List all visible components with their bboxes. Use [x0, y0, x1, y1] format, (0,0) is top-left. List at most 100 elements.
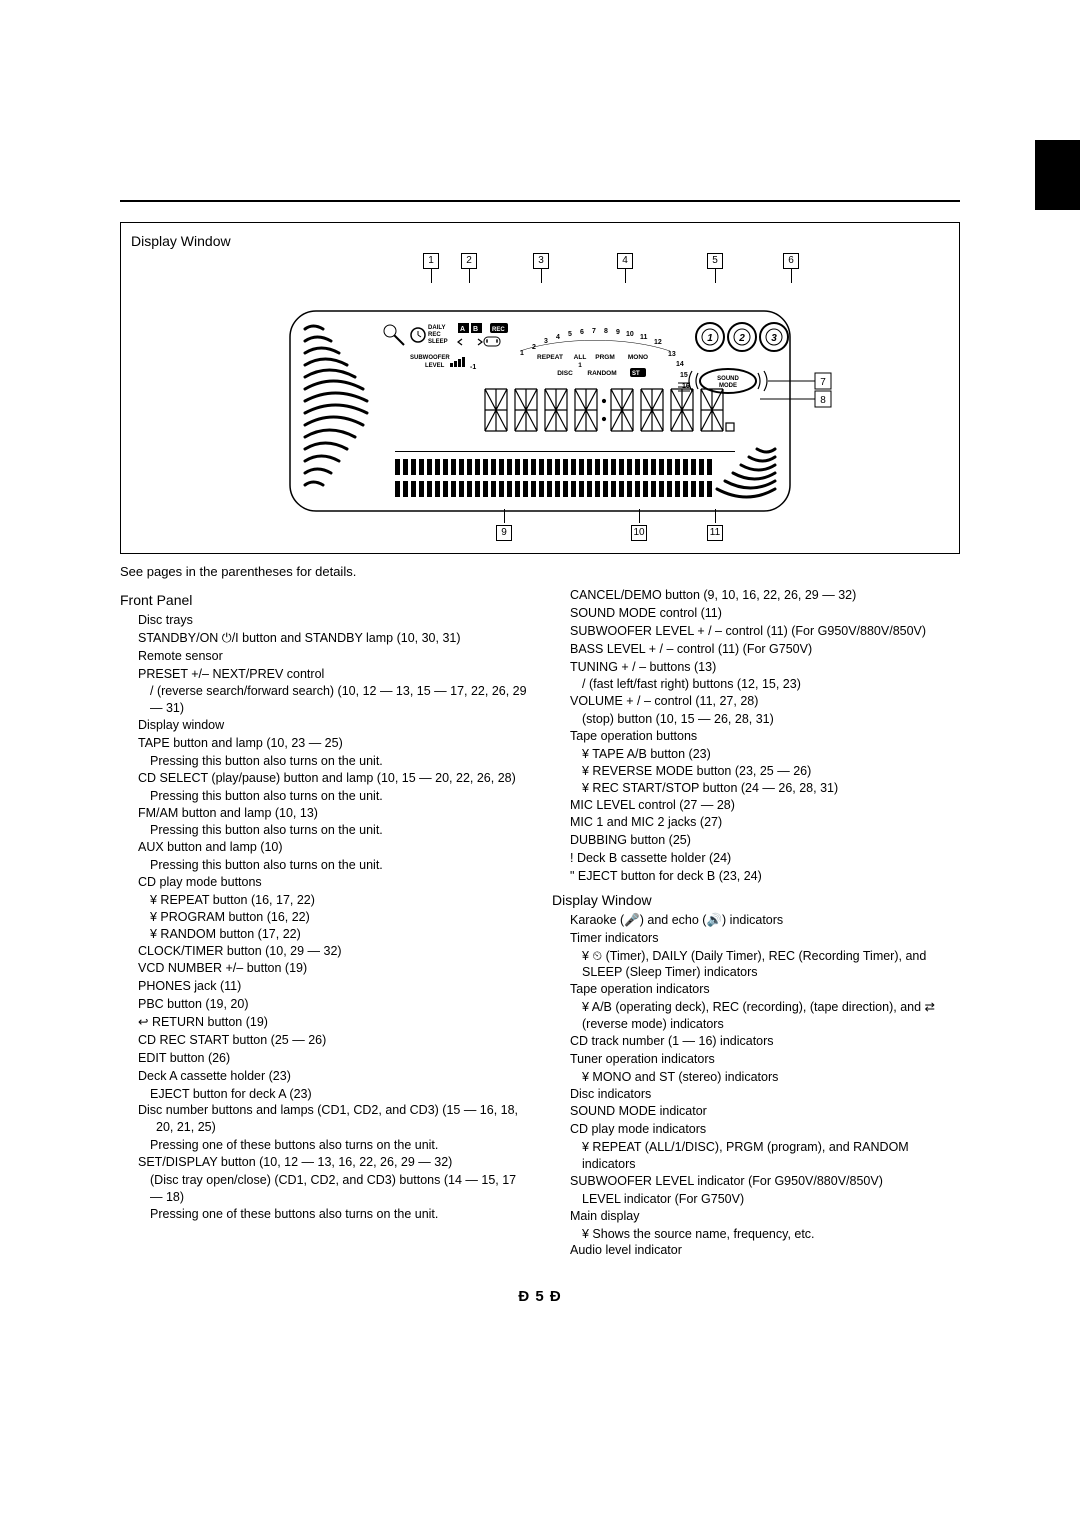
front-panel-item-17: ¥ RANDOM button (17, 22): [150, 926, 528, 943]
display-window-item-3: Tape operation indicators: [570, 981, 960, 998]
svg-text:4: 4: [556, 334, 560, 341]
svg-text:REC: REC: [428, 332, 441, 338]
svg-text:3: 3: [544, 338, 548, 345]
front-panel-item-31: Pressing one of these buttons also turns…: [150, 1206, 528, 1223]
right-column: CANCEL/DEMO button (9, 10, 16, 22, 26, 2…: [552, 587, 960, 1260]
front-panel-item-22: ↩ RETURN button (19): [138, 1014, 528, 1031]
right-col-item-16: " EJECT button for deck B (23, 24): [570, 868, 960, 885]
display-window-head: Display Window: [552, 891, 960, 910]
svg-text:A: A: [460, 326, 465, 333]
right-col-item-8: Tape operation buttons: [570, 728, 960, 745]
display-window-item-10: CD play mode indicators: [570, 1121, 960, 1138]
svg-text:8: 8: [820, 395, 826, 406]
svg-text:7: 7: [592, 328, 596, 335]
front-panel-item-6: TAPE button and lamp (10, 23 — 25): [138, 735, 528, 752]
bottom-callouts: 91011: [271, 521, 949, 547]
display-window-item-7: ¥ MONO and ST (stereo) indicators: [582, 1069, 960, 1086]
front-panel-item-7: Pressing this button also turns on the u…: [150, 753, 528, 770]
display-window-item-1: Timer indicators: [570, 930, 960, 947]
front-panel-item-14: CD play mode buttons: [138, 874, 528, 891]
svg-text:ST: ST: [632, 371, 640, 377]
manual-page: Display Window 123456: [0, 0, 1080, 1345]
top-callouts: 123456: [271, 253, 949, 281]
display-window-title: Display Window: [131, 233, 949, 249]
front-panel-item-11: Pressing this button also turns on the u…: [150, 822, 528, 839]
svg-text:2: 2: [532, 344, 536, 351]
svg-text:RANDOM: RANDOM: [587, 370, 616, 377]
callout-6: 6: [783, 253, 799, 269]
right-col-item-6: VOLUME + / – control (11, 27, 28): [570, 693, 960, 710]
right-col-item-1: SOUND MODE control (11): [570, 605, 960, 622]
display-window-item-13: LEVEL indicator (For G750V): [582, 1191, 960, 1208]
callout-11: 11: [707, 525, 723, 541]
right-col-item-5: / (fast left/fast right) buttons (12, 15…: [582, 676, 960, 693]
front-panel-item-3: PRESET +/– NEXT/PREV control: [138, 666, 528, 683]
display-panel-illustration: DAILY REC SLEEP SUBWOOFER LEVEL A B REC: [220, 281, 860, 521]
right-col-item-7: (stop) button (10, 15 — 26, 28, 31): [582, 711, 960, 728]
svg-text:10: 10: [626, 331, 634, 338]
front-panel-item-29: SET/DISPLAY button (10, 12 — 13, 16, 22,…: [138, 1154, 528, 1171]
callout-10: 10: [631, 525, 647, 541]
display-window-item-11: ¥ REPEAT (ALL/1/DISC), PRGM (program), a…: [582, 1139, 960, 1173]
front-panel-item-30: (Disc tray open/close) (CD1, CD2, and CD…: [150, 1172, 528, 1206]
description-columns: Front Panel Disc traysSTANDBY/ON ⏻/I but…: [120, 587, 960, 1260]
svg-text:15: 15: [680, 372, 688, 379]
front-panel-item-18: CLOCK/TIMER button (10, 29 — 32): [138, 943, 528, 960]
svg-text:5: 5: [568, 331, 572, 338]
svg-text:DISC: DISC: [557, 370, 573, 377]
left-column: Front Panel Disc traysSTANDBY/ON ⏻/I but…: [120, 587, 528, 1260]
svg-text:REPEAT: REPEAT: [537, 354, 563, 361]
front-panel-item-25: Deck A cassette holder (23): [138, 1068, 528, 1085]
right-col-item-2: SUBWOOFER LEVEL + / – control (11) (For …: [570, 623, 960, 640]
front-panel-item-12: AUX button and lamp (10): [138, 839, 528, 856]
svg-text:REC: REC: [492, 327, 505, 333]
right-col-item-9: ¥ TAPE A/B button (23): [582, 746, 960, 763]
front-panel-item-8: CD SELECT (play/pause) button and lamp (…: [138, 770, 528, 787]
right-col-item-3: BASS LEVEL + / – control (11) (For G750V…: [570, 641, 960, 658]
display-window-item-9: SOUND MODE indicator: [570, 1103, 960, 1120]
svg-text:B: B: [473, 326, 478, 333]
svg-text:3: 3: [771, 333, 777, 344]
svg-text:MODE: MODE: [719, 383, 737, 389]
right-col-item-11: ¥ REC START/STOP button (24 — 26, 28, 31…: [582, 780, 960, 797]
front-panel-item-20: PHONES jack (11): [138, 978, 528, 995]
front-panel-item-24: EDIT button (26): [138, 1050, 528, 1067]
svg-text:1: 1: [707, 333, 713, 344]
svg-text:8: 8: [604, 328, 608, 335]
front-panel-item-1: STANDBY/ON ⏻/I button and STANDBY lamp (…: [138, 630, 528, 647]
front-panel-item-15: ¥ REPEAT button (16, 17, 22): [150, 892, 528, 909]
svg-text:7: 7: [820, 377, 826, 388]
svg-text:SOUND: SOUND: [717, 376, 739, 382]
front-panel-item-16: ¥ PROGRAM button (16, 22): [150, 909, 528, 926]
svg-text:14: 14: [676, 361, 684, 368]
svg-text:PRGM: PRGM: [595, 354, 615, 361]
svg-text:ALL: ALL: [574, 354, 587, 361]
right-col-item-15: ! Deck B cassette holder (24): [570, 850, 960, 867]
right-col-item-14: DUBBING button (25): [570, 832, 960, 849]
display-window-item-15: ¥ Shows the source name, frequency, etc.: [582, 1226, 960, 1243]
front-panel-head: Front Panel: [120, 591, 528, 610]
display-window-box: Display Window 123456: [120, 222, 960, 554]
front-panel-item-2: Remote sensor: [138, 648, 528, 665]
svg-text:12: 12: [654, 339, 662, 346]
display-window-item-5: CD track number (1 — 16) indicators: [570, 1033, 960, 1050]
display-window-item-16: Audio level indicator: [570, 1242, 960, 1259]
front-panel-item-13: Pressing this button also turns on the u…: [150, 857, 528, 874]
side-tab: [1035, 140, 1080, 210]
callout-3: 3: [533, 253, 549, 269]
front-panel-item-23: CD REC START button (25 — 26): [138, 1032, 528, 1049]
right-col-item-0: CANCEL/DEMO button (9, 10, 16, 22, 26, 2…: [570, 587, 960, 604]
svg-text:SLEEP: SLEEP: [428, 339, 448, 345]
front-panel-item-0: Disc trays: [138, 612, 528, 629]
front-panel-item-21: PBC button (19, 20): [138, 996, 528, 1013]
right-col-item-13: MIC 1 and MIC 2 jacks (27): [570, 814, 960, 831]
display-window-item-8: Disc indicators: [570, 1086, 960, 1103]
callout-2: 2: [461, 253, 477, 269]
display-window-item-14: Main display: [570, 1208, 960, 1225]
svg-text:1: 1: [578, 362, 582, 369]
svg-text:6: 6: [580, 329, 584, 336]
right-col-item-12: MIC LEVEL control (27 — 28): [570, 797, 960, 814]
svg-text:11: 11: [640, 334, 648, 341]
svg-text:MONO: MONO: [628, 354, 648, 361]
svg-text:SUBWOOFER: SUBWOOFER: [410, 355, 450, 361]
